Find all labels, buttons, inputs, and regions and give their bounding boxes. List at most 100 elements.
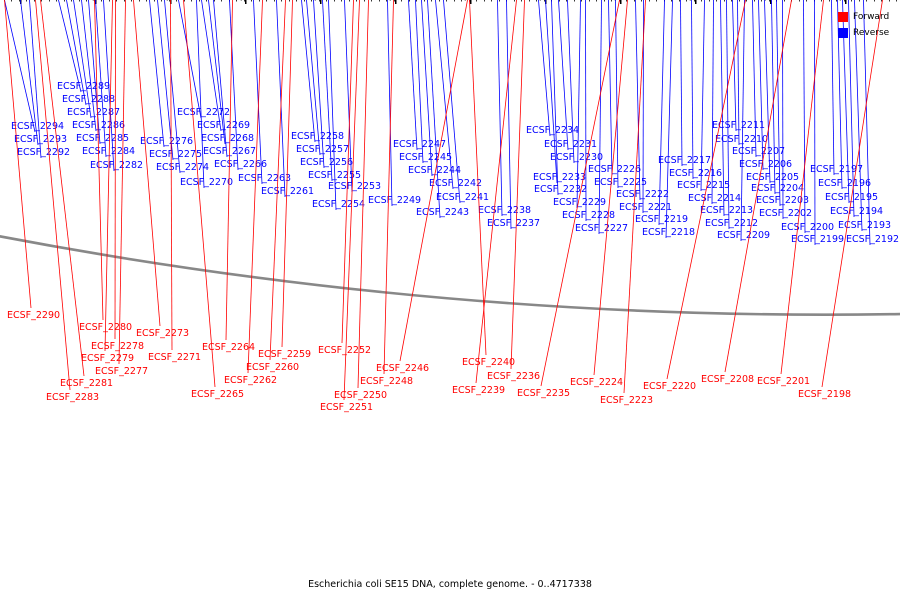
scale-dot-lower — [401, 0, 402, 2]
forward-gene-label: ECSF_2278 — [91, 341, 144, 352]
scale-dot-upper — [784, 0, 785, 2]
reverse-gene-label: ECSF_2243 — [416, 207, 469, 218]
scale-major-mark — [845, 0, 847, 4]
scale-dot-lower — [521, 0, 522, 2]
scale-dot-upper — [724, 0, 725, 2]
reverse-leader-line — [164, 0, 181, 174]
reverse-gene-label: ECSF_2197 — [810, 164, 863, 175]
scale-dot-lower — [11, 0, 12, 2]
scale-dot-upper — [514, 0, 515, 2]
forward-gene-label: ECSF_2290 — [7, 310, 60, 321]
forward-leader-line — [133, 0, 161, 327]
reverse-labels: ECSF_2294 ECSF_2293 ECSF_2292 ECSF_2289 ECSF… — [4, 0, 899, 246]
scale-dot-lower — [641, 0, 642, 2]
reverse-gene-label: ECSF_2292 — [17, 147, 70, 158]
reverse-leader-line — [711, 0, 714, 205]
forward-gene-label: ECSF_2240 — [462, 357, 515, 368]
reverse-leader-line — [301, 0, 316, 143]
reverse-leader-line — [558, 0, 569, 151]
forward-gene-label: ECSF_2262 — [224, 375, 277, 386]
forward-leader-line — [780, 0, 824, 375]
reverse-leader-line — [20, 0, 39, 146]
reverse-leader-line — [848, 0, 855, 218]
forward-gene-label: ECSF_2201 — [757, 376, 810, 387]
reverse-gene-label: ECSF_2231 — [544, 139, 597, 150]
scale-dot-lower — [881, 0, 882, 2]
reverse-gene-label: ECSF_2205 — [746, 172, 799, 183]
scale-dot-upper — [859, 0, 860, 2]
reverse-leader-line — [737, 0, 740, 146]
forward-gene-label: ECSF_2239 — [452, 385, 505, 396]
reverse-leader-line — [764, 0, 771, 184]
reverse-gene-label: ECSF_2209 — [717, 230, 770, 241]
reverse-gene-label: ECSF_2203 — [756, 195, 809, 206]
scale-dot-upper — [289, 0, 290, 2]
scale-major-mark — [470, 0, 472, 4]
reverse-leader-line — [538, 0, 551, 137]
reverse-gene-label: ECSF_2222 — [616, 189, 669, 200]
reverse-leader-line — [443, 0, 461, 204]
reverse-leader-line — [740, 0, 745, 242]
scale-dot-lower — [476, 0, 477, 2]
forward-leader-line — [475, 0, 517, 384]
scale-dot-upper — [499, 0, 500, 2]
forward-gene-label: ECSF_2279 — [81, 353, 134, 364]
genome-caption: Escherichia coli SE15 DNA, complete geno… — [308, 579, 592, 590]
scale-dot-upper — [199, 0, 200, 2]
scale-dot-lower — [356, 0, 357, 2]
scale-dot-upper — [559, 0, 560, 2]
scale-dot-lower — [566, 0, 567, 2]
scale-dot-lower — [761, 0, 762, 2]
legend: Forward Reverse — [838, 9, 889, 41]
forward-gene-label: ECSF_2259 — [258, 349, 311, 360]
reverse-gene-label: ECSF_2293 — [14, 134, 67, 145]
scale-dot-lower — [461, 0, 462, 2]
scale-dot-lower — [296, 0, 297, 2]
reverse-gene-label: ECSF_2221 — [619, 202, 672, 213]
scale-major-mark — [395, 0, 397, 4]
scale-dot-upper — [109, 0, 110, 2]
reverse-gene-label: ECSF_2275 — [149, 149, 202, 160]
reverse-gene-label: ECSF_2253 — [328, 181, 381, 192]
scale-dot-lower — [536, 0, 537, 2]
scale-dot-upper — [799, 0, 800, 2]
forward-leader-line — [183, 0, 216, 388]
scale-tick-label: 2440 kbp — [367, 0, 393, 2]
scale-dot-upper — [19, 0, 20, 2]
reverse-leader-line — [726, 0, 730, 230]
forward-gene-label: ECSF_2223 — [600, 395, 653, 406]
reverse-gene-label: ECSF_2204 — [751, 183, 804, 194]
scale-dot-lower — [446, 0, 447, 2]
forward-leader-line — [269, 0, 286, 361]
scale-major-mark — [620, 0, 622, 4]
scale-tick-label: 2410 kbp — [592, 0, 618, 2]
reverse-gene-label: ECSF_2266 — [214, 159, 267, 170]
reverse-leader-line — [387, 0, 393, 207]
reverse-leader-line — [149, 0, 165, 148]
scale-dot-upper — [349, 0, 350, 2]
scale-dot-lower — [176, 0, 177, 2]
reverse-leader-line — [306, 0, 321, 156]
reverse-leader-line — [421, 0, 433, 177]
scale-dot-upper — [544, 0, 545, 2]
scale-dot-lower — [251, 0, 252, 2]
scale-dot-lower — [581, 0, 582, 2]
scale-dot-lower — [311, 0, 312, 2]
scale-dot-upper — [124, 0, 125, 2]
scale-tick-label: 2420 kbp — [517, 0, 543, 2]
scale-dot-lower — [851, 0, 852, 2]
reverse-leader-line — [854, 0, 863, 232]
reverse-gene-label: ECSF_2284 — [82, 146, 135, 157]
reverse-leader-line — [95, 0, 107, 158]
reverse-gene-label: ECSF_2202 — [759, 208, 812, 219]
reverse-gene-label: ECSF_2232 — [534, 184, 587, 195]
scale-dot-lower — [836, 0, 837, 2]
forward-leader-line — [118, 0, 126, 365]
reverse-leader-line — [771, 0, 776, 195]
forward-gene-label: ECSF_2252 — [318, 345, 371, 356]
scale-dot-lower — [416, 0, 417, 2]
reverse-leader-line — [81, 0, 97, 132]
reverse-gene-label: ECSF_2261 — [261, 186, 314, 197]
forward-leader-line — [821, 0, 883, 388]
